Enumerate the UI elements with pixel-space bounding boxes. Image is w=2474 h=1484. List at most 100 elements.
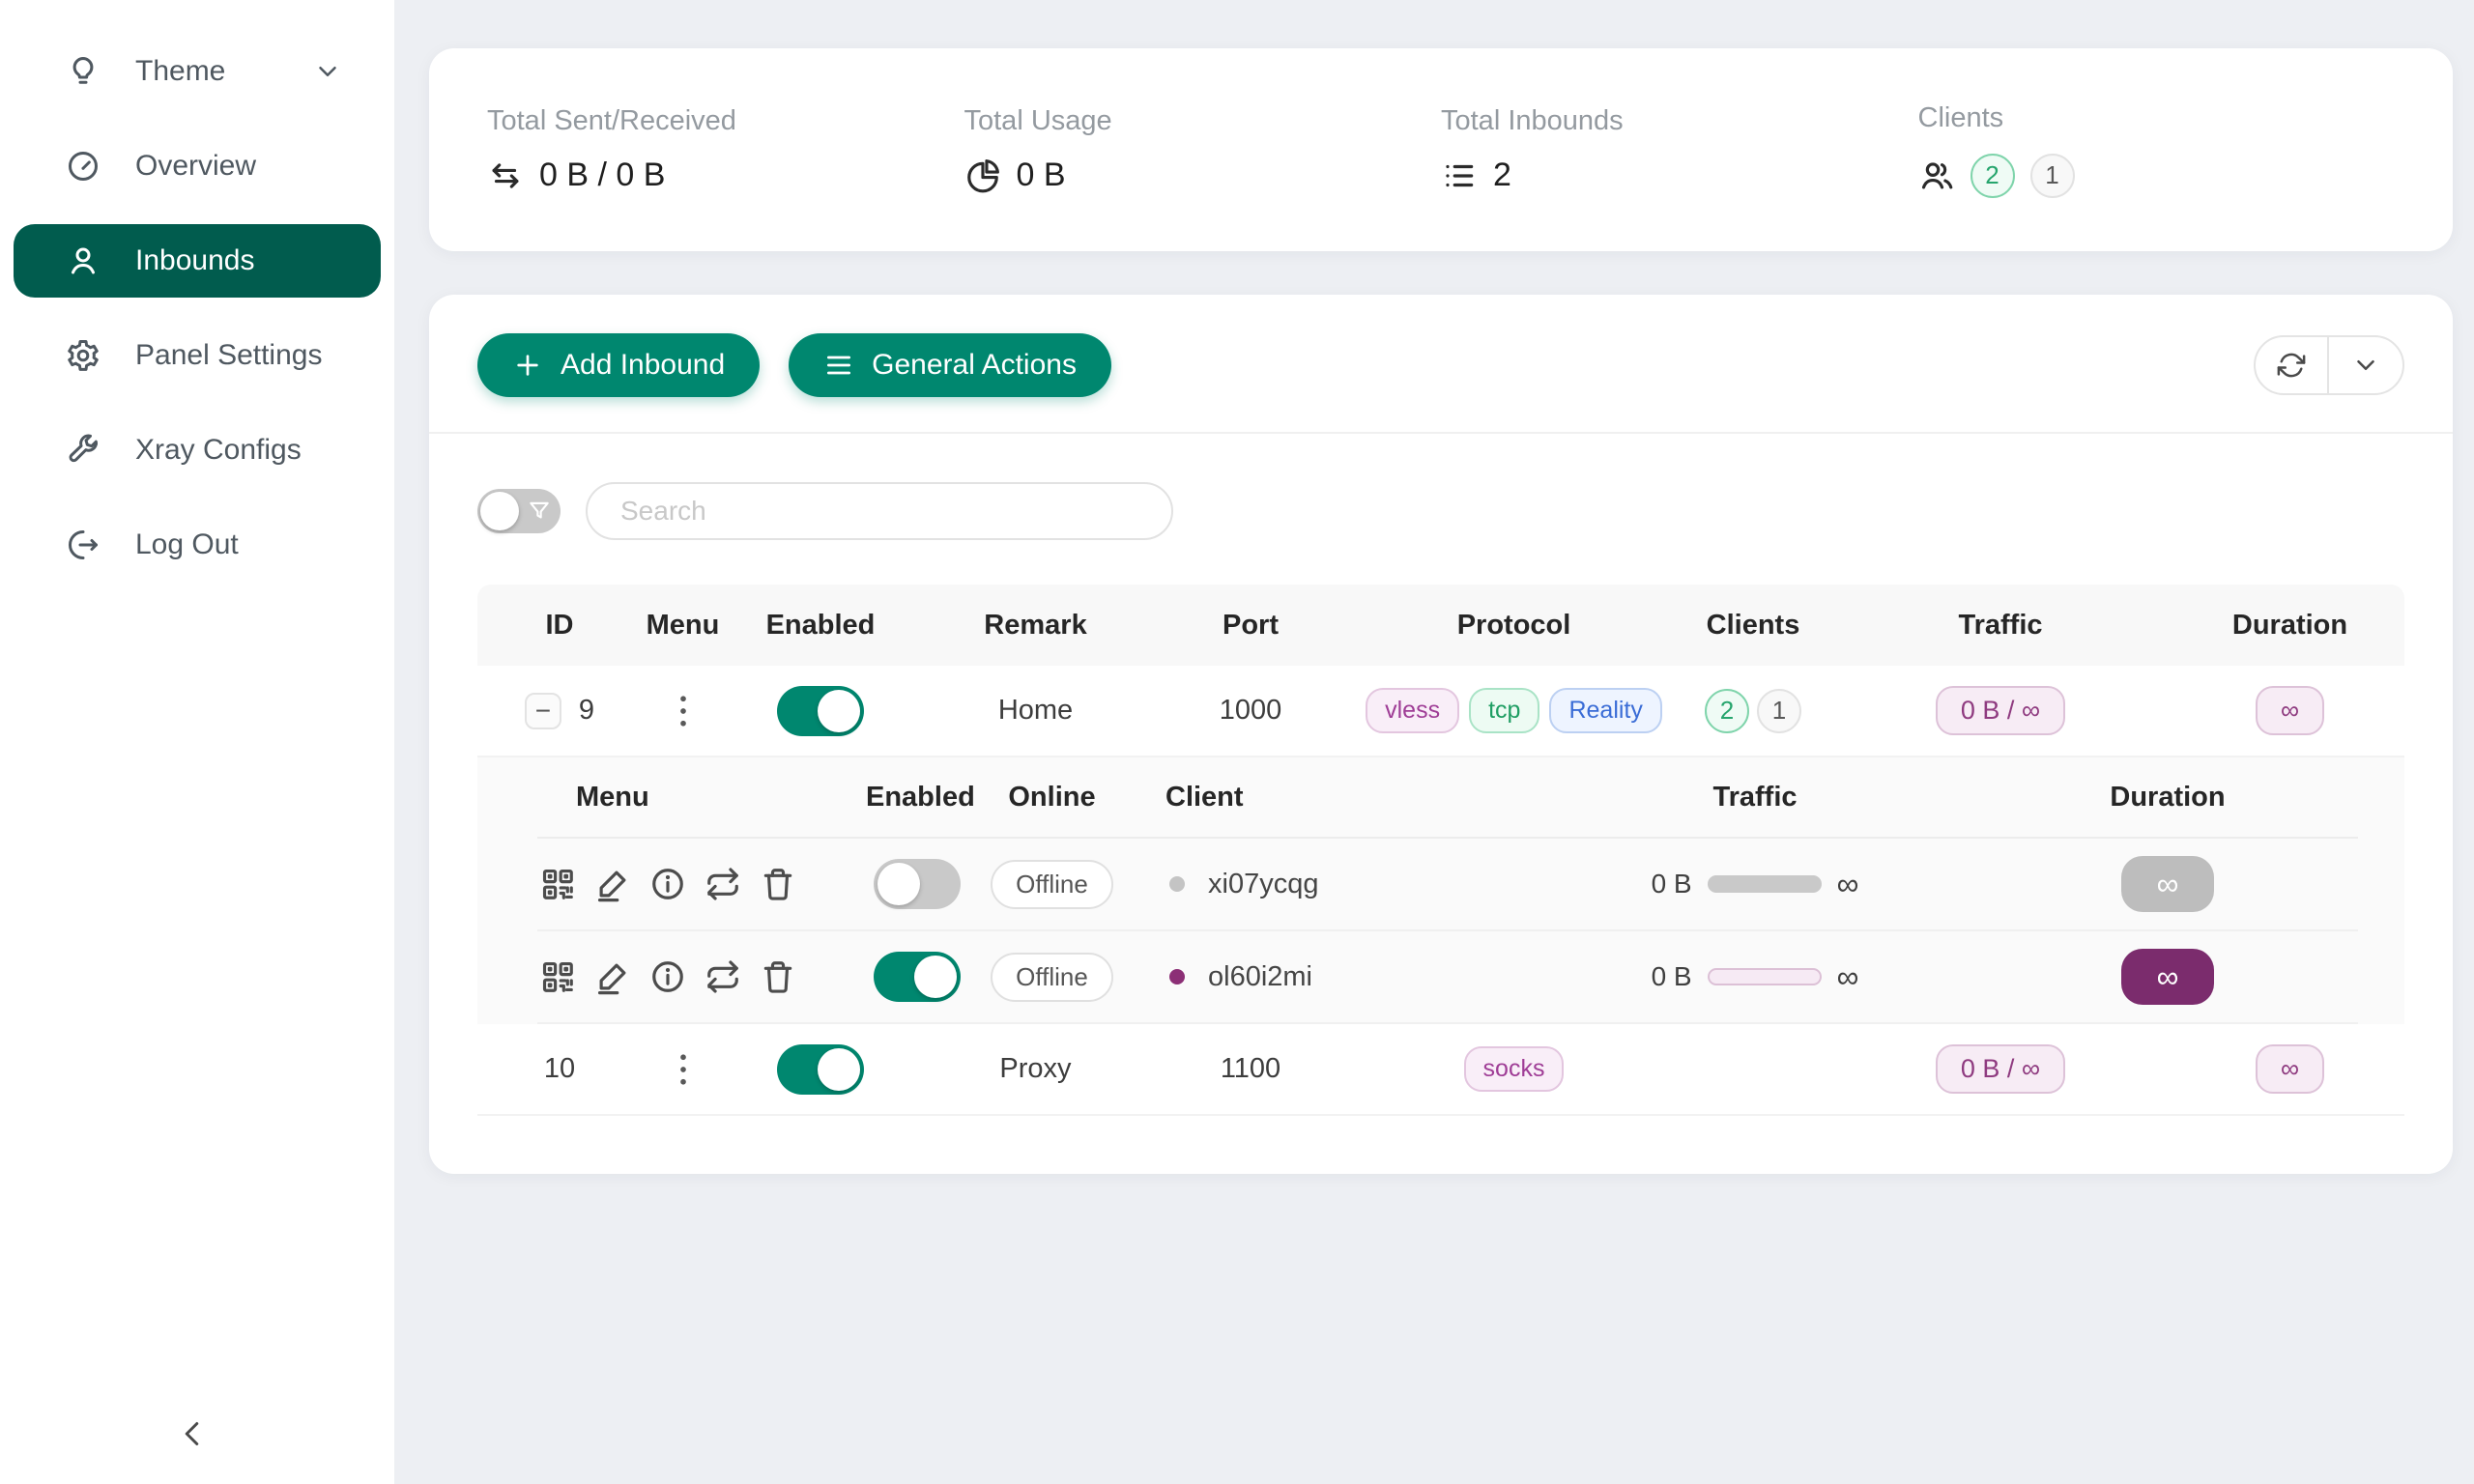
funnel-icon [530, 501, 549, 519]
sidebar-item-theme[interactable]: Theme [14, 35, 381, 108]
repeat-icon [707, 868, 738, 900]
table-row-inbound-9: − 9 Home 1000 vless tcp Reality 2 1 0 B … [477, 666, 2404, 757]
toggle-knob [818, 689, 860, 732]
inbound-enabled-toggle[interactable] [777, 1043, 864, 1095]
inbound-id: 10 [543, 1053, 576, 1084]
column-header-clients: Clients [1706, 609, 1800, 641]
sidebar-item-logout[interactable]: Log Out [14, 508, 381, 582]
refresh-button[interactable] [2256, 337, 2329, 393]
qr-code-icon [542, 869, 573, 899]
traffic-used: 0 B [1651, 961, 1692, 991]
client-info-button[interactable] [647, 956, 688, 997]
sidebar-item-xray-configs[interactable]: Xray Configs [14, 414, 381, 487]
sidebar-item-overview[interactable]: Overview [14, 129, 381, 203]
sub-column-header-enabled: Enabled [866, 781, 975, 813]
sub-column-header-duration: Duration [2110, 781, 2226, 813]
toggle-knob [480, 492, 519, 530]
filter-toggle[interactable] [477, 489, 561, 533]
hamburger-icon [827, 356, 851, 375]
column-header-traffic: Traffic [1958, 609, 2043, 641]
sidebar-item-label: Overview [135, 150, 257, 182]
client-status-dot [1169, 876, 1185, 892]
refresh-options-button[interactable] [2329, 337, 2402, 393]
protocol-tag: tcp [1469, 688, 1540, 733]
refresh-icon [2277, 353, 2306, 378]
protocol-tag: Reality [1549, 688, 1662, 733]
column-header-port: Port [1223, 609, 1279, 641]
inbound-port: 1100 [1220, 1053, 1281, 1084]
client-info-button[interactable] [647, 864, 688, 904]
duration-chip[interactable]: ∞ [2121, 856, 2214, 912]
pencil-icon [597, 963, 626, 995]
stat-total-sent-received: Total Sent/Received 0 B / 0 B [487, 105, 964, 194]
sub-column-header-client: Client [1165, 781, 1244, 813]
qr-code-button[interactable] [537, 864, 578, 904]
delete-client-button[interactable] [758, 956, 798, 997]
traffic-limit: ∞ [1836, 866, 1859, 901]
add-inbound-label: Add Inbound [561, 349, 726, 381]
traffic-limit: ∞ [1836, 958, 1859, 994]
online-status-badge: Offline [991, 859, 1113, 909]
duration-chip[interactable]: ∞ [2255, 1044, 2325, 1094]
column-header-protocol: Protocol [1456, 609, 1571, 641]
stat-label: Total Sent/Received [487, 105, 736, 136]
inbound-remark: Home [997, 695, 1074, 726]
stat-label: Clients [1917, 101, 2004, 133]
protocol-tag: vless [1366, 688, 1460, 733]
toolbar: Add Inbound General Actions [429, 295, 2453, 434]
reset-traffic-button[interactable] [703, 864, 743, 904]
stat-label: Total Usage [964, 105, 1112, 136]
general-actions-label: General Actions [872, 349, 1077, 381]
reset-traffic-button[interactable] [703, 956, 743, 997]
plus-icon [517, 355, 538, 376]
add-inbound-button[interactable]: Add Inbound [477, 333, 761, 397]
edit-client-button[interactable] [592, 864, 633, 904]
stat-value: 2 [1493, 157, 1511, 193]
sidebar-item-inbounds[interactable]: Inbounds [14, 224, 381, 298]
collapse-row-button[interactable]: − [524, 692, 561, 729]
client-row: Offline xi07ycqg 0 B ∞ ∞ [537, 839, 2358, 931]
delete-client-button[interactable] [758, 864, 798, 904]
inbound-enabled-toggle[interactable] [777, 685, 864, 736]
qr-code-button[interactable] [537, 956, 578, 997]
client-name: xi07ycqg [1208, 868, 1319, 899]
traffic-chip[interactable]: 0 B / ∞ [1935, 686, 2066, 735]
sidebar-collapse-button[interactable] [170, 1411, 216, 1457]
stat-total-usage: Total Usage 0 B [964, 105, 1442, 194]
search-input[interactable] [586, 482, 1173, 540]
stats-card: Total Sent/Received 0 B / 0 B Total Usag… [429, 48, 2453, 251]
gear-icon [68, 339, 99, 371]
edit-client-button[interactable] [592, 956, 633, 997]
sub-column-header-online: Online [1008, 781, 1096, 813]
chevron-down-icon [319, 67, 336, 76]
client-enabled-toggle[interactable] [873, 859, 961, 909]
stat-clients: Clients 2 1 [1918, 102, 2396, 198]
column-header-id: ID [545, 609, 574, 641]
clients-online-badge: 2 [1704, 688, 1749, 733]
row-menu-button[interactable] [667, 1047, 700, 1092]
online-status-badge: Offline [991, 952, 1113, 1002]
sub-table-header-row: Menu Enabled Online Client Traffic Durat… [537, 757, 2358, 839]
traffic-chip[interactable]: 0 B / ∞ [1935, 1044, 2066, 1094]
info-icon [652, 869, 683, 899]
clients-online-badge: 2 [1970, 153, 2015, 198]
stat-value: 0 B / 0 B [539, 157, 666, 193]
protocol-tag: socks [1463, 1046, 1565, 1092]
client-row: Offline ol60i2mi 0 B ∞ ∞ [537, 931, 2358, 1024]
chevron-down-icon [2357, 360, 2374, 370]
client-enabled-toggle[interactable] [873, 952, 961, 1002]
search-row [429, 434, 2453, 585]
people-icon [1921, 161, 1952, 188]
traffic-used: 0 B [1651, 869, 1692, 899]
general-actions-button[interactable]: General Actions [789, 333, 1111, 397]
table-row-inbound-10: 10 Proxy 1100 socks 0 B / ∞ ∞ [477, 1024, 2404, 1116]
trash-icon [763, 869, 792, 900]
duration-chip[interactable]: ∞ [2255, 686, 2325, 735]
list-icon [1446, 164, 1474, 186]
duration-chip[interactable]: ∞ [2121, 949, 2214, 1005]
inbounds-table: ID Menu Enabled Remark Port Protocol Cli… [477, 585, 2404, 1116]
sidebar-item-label: Xray Configs [135, 434, 302, 466]
row-menu-button[interactable] [667, 689, 700, 733]
refresh-split-button [2254, 335, 2404, 395]
sidebar-item-panel-settings[interactable]: Panel Settings [14, 319, 381, 392]
